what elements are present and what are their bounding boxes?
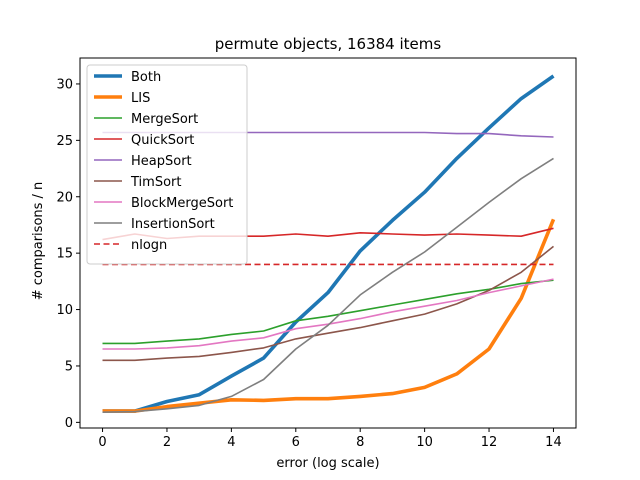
legend: Both LIS MergeSort QuickSort HeapSort TimSort… (86, 64, 248, 265)
series-line-lis (102, 218, 556, 413)
legend-label-lis: LIS (131, 91, 150, 106)
series-layer (102, 74, 556, 413)
legend-label-blockmergesort: BlockMergeSort (131, 196, 233, 211)
x-tick-label: 14 (545, 435, 562, 450)
y-tick-label: 15 (56, 247, 73, 262)
axis-layer: 0 2 4 6 8 10 12 14 0 5 10 15 20 25 30 (56, 77, 561, 450)
legend-box (86, 64, 248, 265)
x-tick-label: 6 (292, 435, 300, 450)
legend-label-quicksort: QuickSort (131, 133, 194, 148)
legend-label-nlogn: nlogn (131, 238, 167, 253)
chart-title: permute objects, 16384 items (215, 35, 442, 53)
legend-label-heapsort: HeapSort (131, 154, 192, 169)
y-axis-title: # comparisons / n (31, 182, 46, 301)
y-tick-label: 25 (56, 134, 73, 149)
series-line-both (102, 74, 555, 413)
x-tick-label: 8 (356, 435, 364, 450)
x-tick-label: 0 (98, 435, 106, 450)
series-line-insertionsort (102, 157, 554, 413)
y-tick-label: 10 (56, 303, 73, 318)
x-tick-label: 2 (163, 435, 171, 450)
x-tick-label: 12 (481, 435, 498, 450)
legend-label-both: Both (131, 70, 161, 85)
y-tick-label: 20 (56, 190, 73, 205)
legend-label-insertionsort: InsertionSort (131, 217, 215, 232)
x-axis-title: error (log scale) (276, 456, 379, 471)
series-line-mergesort (102, 279, 554, 345)
y-tick-label: 0 (65, 416, 73, 431)
x-tick-label: 10 (416, 435, 433, 450)
legend-label-mergesort: MergeSort (131, 112, 198, 127)
x-tick-label: 4 (227, 435, 235, 450)
y-tick-label: 5 (65, 359, 73, 374)
y-tick-label: 30 (56, 77, 73, 92)
legend-label-timsort: TimSort (130, 175, 181, 190)
plot-frame (79, 57, 577, 429)
